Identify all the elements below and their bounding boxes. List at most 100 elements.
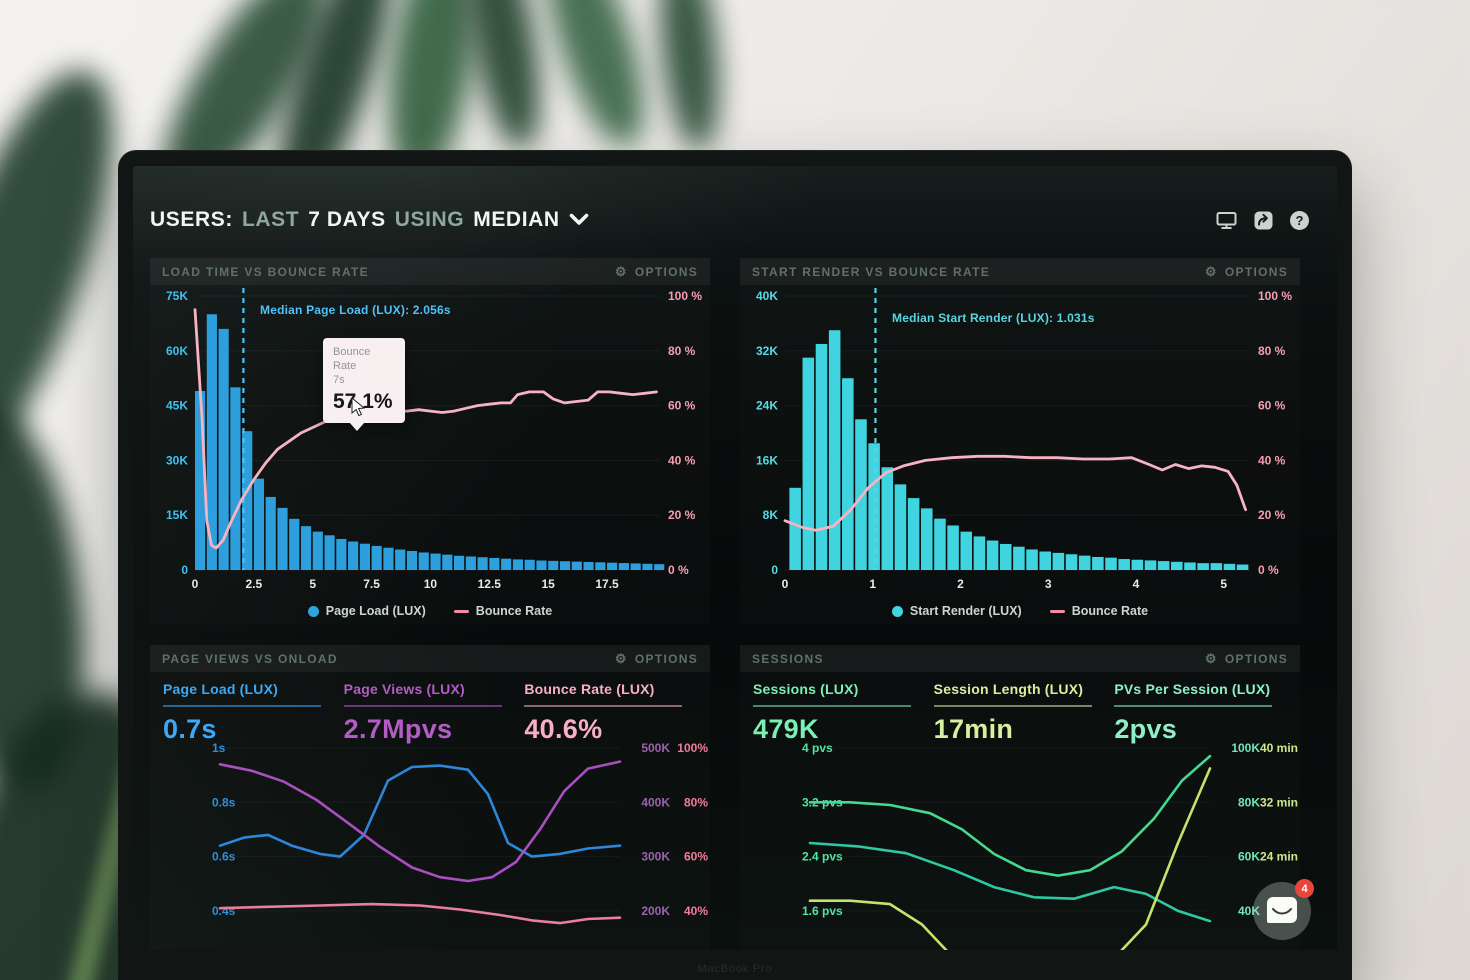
svg-text:40K: 40K [756,289,778,303]
svg-text:8K: 8K [763,508,779,522]
metric-sessions: Sessions (LUX) 479K [753,681,934,745]
svg-text:60K: 60K [166,344,188,358]
metric-underline [933,705,1092,707]
options-button[interactable]: ⚙ OPTIONS [615,652,698,666]
svg-text:0.4s: 0.4s [212,904,236,918]
legend-label: Bounce Rate [475,604,553,618]
options-button[interactable]: ⚙ OPTIONS [1205,265,1288,279]
metric-page-load: Page Load (LUX) 0.7s [163,681,344,745]
users-range-dropdown[interactable]: USERS: LAST 7 DAYS USING MEDIAN [150,208,589,232]
title-part: LAST [241,208,300,231]
options-label: OPTIONS [634,651,698,666]
legend-label: Bounce Rate [1071,604,1149,618]
svg-text:12.5: 12.5 [478,577,502,591]
help-icon[interactable]: ? [1290,210,1309,230]
svg-text:0: 0 [771,563,778,577]
chat-widget-button[interactable]: 4 [1253,879,1314,940]
metric-label: Page Load (LUX) [163,681,279,697]
svg-text:1s: 1s [212,741,226,755]
gear-icon: ⚙ [614,651,628,666]
metric-value: 479K [753,714,819,744]
svg-text:7.5: 7.5 [363,577,380,591]
chart-tooltip: Bounce Rate 7s 57.1% [323,338,405,432]
metric-label: PVs Per Session (LUX) [1114,681,1271,697]
metric-bounce-rate: Bounce Rate (LUX) 40.6% [524,681,705,745]
svg-text:40 %: 40 % [668,453,696,467]
svg-text:0.6s: 0.6s [212,850,236,864]
metric-label: Page Views (LUX) [343,681,465,697]
laptop: USERS: LAST 7 DAYS USING MEDIAN ? [118,150,1352,980]
svg-text:0: 0 [192,577,199,591]
metric-value: 2pvs [1114,714,1178,744]
metric-label: Bounce Rate (LUX) [524,681,655,697]
metric-label: Sessions (LUX) [753,681,859,697]
svg-text:0: 0 [782,577,789,591]
metric-label: Session Length (LUX) [933,681,1084,697]
legend-item[interactable]: Bounce Rate [1049,604,1149,618]
svg-text:400K: 400K [641,795,670,809]
svg-text:20 %: 20 % [1258,508,1286,522]
chat-unread-badge: 4 [1295,879,1314,898]
svg-text:45K: 45K [166,399,188,413]
metric-row: Page Load (LUX) 0.7s Page Views (LUX) 2.… [163,681,705,745]
laptop-brand-label: MacBook Pro [697,963,773,975]
share-icon[interactable] [1254,211,1273,230]
plant-leaf [651,0,728,153]
load-time-bar-chart: 75K 100 % 60K 80 % 45K 60 % 30K 40 % 15K 20 % 0 0 %… [166,288,702,591]
options-label: OPTIONS [1224,264,1288,279]
metric-underline [343,705,502,707]
title-part: MEDIAN [473,208,560,231]
svg-text:4 pvs: 4 pvs [802,741,833,755]
svg-text:100%: 100% [677,741,708,755]
panel-header: LOAD TIME VS BOUNCE RATE ⚙ OPTIONS [150,258,710,285]
options-button[interactable]: ⚙ OPTIONS [1205,652,1288,666]
panel-title: PAGE VIEWS VS ONLOAD [162,651,338,666]
legend-item[interactable]: Start Render (LUX) [891,604,1022,618]
legend-line-marker [453,609,469,613]
panel-title: LOAD TIME VS BOUNCE RATE [162,264,369,279]
title-part: USERS: [150,208,233,231]
gear-icon: ⚙ [614,264,628,279]
tooltip-value: 57.1% [333,390,393,414]
svg-text:5: 5 [1220,577,1227,591]
metric-underline [1114,705,1273,707]
gear-icon: ⚙ [1204,651,1218,666]
options-label: OPTIONS [634,264,698,279]
svg-text:80 %: 80 % [1258,344,1286,358]
legend-item[interactable]: Bounce Rate [453,604,553,618]
svg-text:40 min: 40 min [1260,741,1298,755]
svg-text:20 %: 20 % [668,508,696,522]
options-button[interactable]: ⚙ OPTIONS [615,265,698,279]
chevron-down-icon[interactable] [569,208,589,232]
chart-legend: Start Render (LUX) Bounce Rate [740,604,1300,618]
panel-header: START RENDER VS BOUNCE RATE ⚙ OPTIONS [740,258,1300,285]
svg-text:40K: 40K [1238,904,1260,918]
start-render-bar-chart: 40K 100 % 32K 80 % 24K 60 % 16K 40 % 8K 20 % 0 0 % 0… [756,288,1292,591]
svg-text:15: 15 [541,577,555,591]
svg-text:80 %: 80 % [668,344,696,358]
tooltip-series: Bounce Rate [333,346,371,372]
svg-text:32 min: 32 min [1260,795,1298,809]
metric-pvs-per-session: PVs Per Session (LUX) 2pvs [1114,681,1295,745]
svg-text:40 %: 40 % [1258,453,1286,467]
display-icon[interactable] [1216,211,1237,230]
options-label: OPTIONS [1224,651,1288,666]
median-annotation: Median Start Render (LUX): 1.031s [892,311,1095,325]
page-views-line-chart: 1s 500K 100% 0.8s 400K 80% 0.6s 300K 60% 0.4s 200K… [212,741,708,925]
legend-item[interactable]: Page Load (LUX) [307,604,426,618]
svg-text:60 %: 60 % [668,399,696,413]
legend-dot-marker [307,605,319,617]
svg-text:0 %: 0 % [668,563,689,577]
title-part: 7 DAYS [308,208,386,231]
metric-underline [524,705,683,707]
legend-label: Start Render (LUX) [909,604,1022,618]
legend-dot-marker [891,605,903,617]
chart-legend: Page Load (LUX) Bounce Rate [150,604,710,618]
panel-title: START RENDER VS BOUNCE RATE [752,264,990,279]
median-annotation: Median Page Load (LUX): 2.056s [260,303,451,317]
svg-text:1: 1 [869,577,876,591]
tooltip-x-value: 7s [333,373,345,386]
svg-text:60%: 60% [684,850,708,864]
svg-text:300K: 300K [641,850,670,864]
